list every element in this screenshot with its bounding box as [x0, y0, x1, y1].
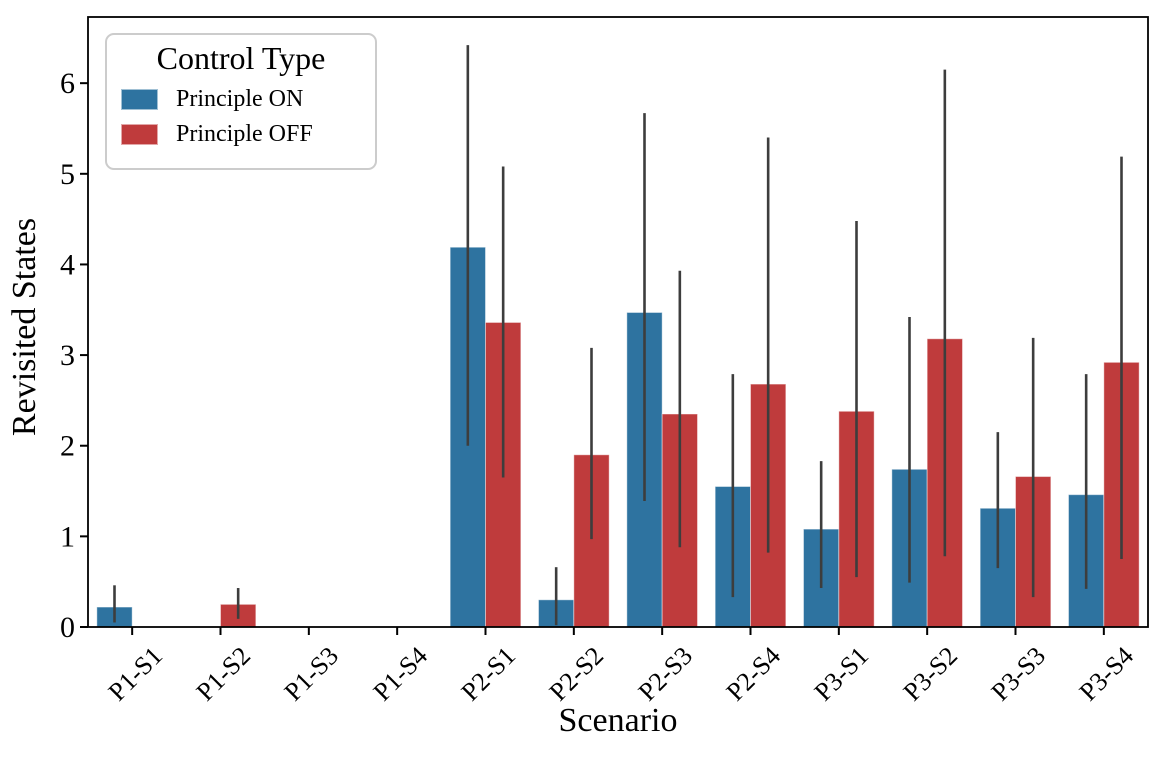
- y-tick-label: 1: [60, 520, 75, 553]
- y-tick-label: 3: [60, 339, 75, 372]
- legend-label-principle-on: Principle ON: [176, 85, 304, 112]
- y-axis-label: Revisited States: [6, 217, 43, 437]
- x-axis-label: Scenario: [558, 702, 678, 739]
- y-tick-label: 6: [60, 67, 75, 100]
- y-tick-label: 5: [60, 158, 75, 191]
- legend-swatch-principle-off-icon: [121, 123, 158, 145]
- legend: Control Type Principle ON Principle OFF: [105, 33, 377, 170]
- y-tick-label: 4: [60, 248, 75, 281]
- legend-title: Control Type: [156, 40, 326, 76]
- legend-label-principle-off: Principle OFF: [176, 120, 313, 147]
- y-tick-label: 2: [60, 430, 75, 463]
- y-tick-label: 0: [60, 611, 75, 644]
- legend-swatch-principle-on-icon: [121, 88, 158, 110]
- legend-item-principle-on: Principle ON: [121, 86, 375, 112]
- plot-border: [87, 16, 1149, 628]
- legend-item-principle-off: Principle OFF: [121, 121, 375, 147]
